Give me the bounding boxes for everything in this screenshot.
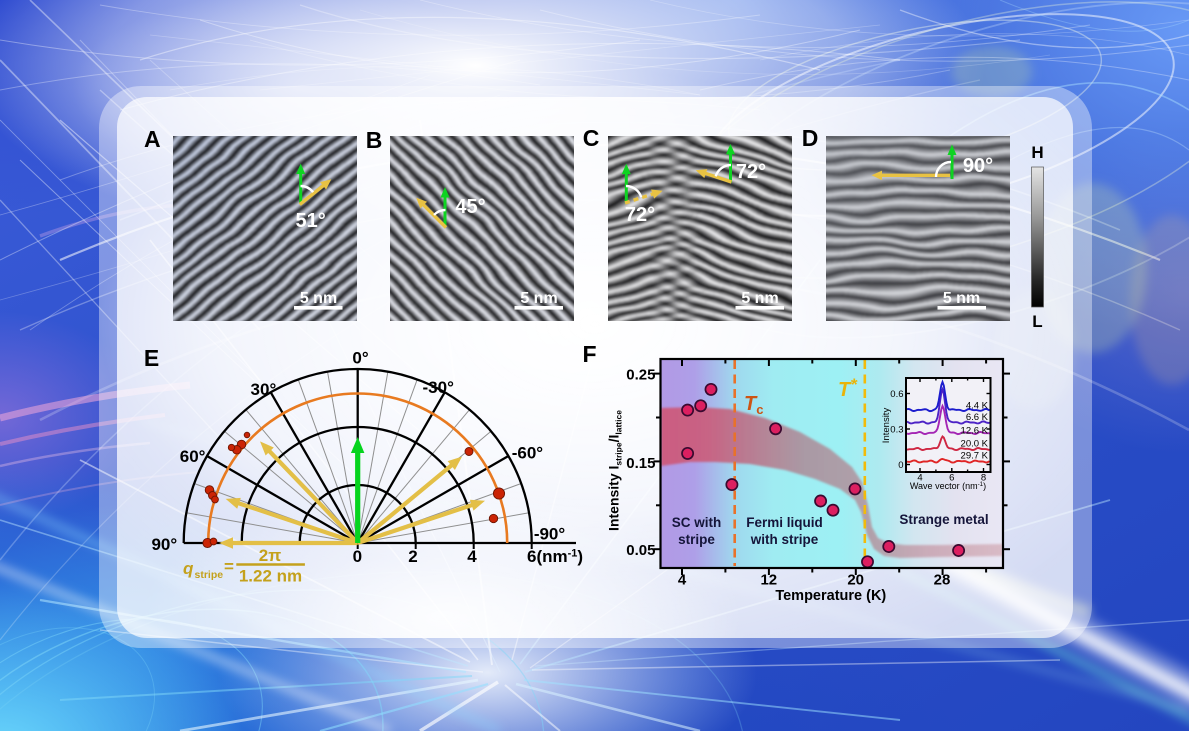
svg-text:4.4 K: 4.4 K <box>966 401 989 412</box>
svg-text:L: L <box>1032 312 1042 331</box>
svg-text:Temperature (K): Temperature (K) <box>775 588 886 604</box>
svg-text:0.3: 0.3 <box>890 425 903 436</box>
svg-text:28: 28 <box>934 571 951 588</box>
svg-text:4: 4 <box>467 547 477 566</box>
svg-text:4: 4 <box>917 473 922 484</box>
svg-text:90°: 90° <box>963 155 993 177</box>
svg-text:-30°: -30° <box>423 378 455 397</box>
svg-text:0.25: 0.25 <box>626 366 655 383</box>
svg-text:2π: 2π <box>259 546 281 565</box>
svg-text:E: E <box>144 345 159 371</box>
svg-text:stripe: stripe <box>195 569 224 581</box>
svg-text:A: A <box>144 126 161 152</box>
svg-text:5 nm: 5 nm <box>300 290 337 307</box>
svg-text:H: H <box>1031 143 1043 162</box>
svg-text:stripe: stripe <box>678 532 715 547</box>
svg-text:Fermi liquid: Fermi liquid <box>746 515 823 530</box>
svg-text:20.0 K: 20.0 K <box>961 439 989 450</box>
svg-text:5 nm: 5 nm <box>741 290 778 307</box>
svg-text:Intensity Istripe/Ilattice: Intensity Istripe/Ilattice <box>606 410 624 531</box>
svg-text:72°: 72° <box>736 161 766 183</box>
svg-text:=: = <box>224 557 234 576</box>
svg-text:Wave vector (nm-1): Wave vector (nm-1) <box>910 481 986 491</box>
svg-text:5 nm: 5 nm <box>943 290 980 307</box>
svg-text:-90°: -90° <box>534 525 566 544</box>
svg-text:29.7 K: 29.7 K <box>961 451 989 462</box>
svg-text:0: 0 <box>353 547 362 566</box>
svg-text:q: q <box>183 559 194 578</box>
svg-text:6: 6 <box>949 473 954 484</box>
svg-text:4: 4 <box>678 571 687 588</box>
svg-text:Strange metal: Strange metal <box>899 512 988 527</box>
svg-text:12.6 K: 12.6 K <box>961 426 989 437</box>
svg-text:B: B <box>366 127 383 153</box>
svg-text:90°: 90° <box>151 535 177 554</box>
svg-text:51°: 51° <box>295 210 325 232</box>
svg-text:20: 20 <box>847 571 864 588</box>
svg-text:6(nm-1): 6(nm-1) <box>527 547 583 566</box>
svg-text:with stripe: with stripe <box>750 532 819 547</box>
svg-text:-60°: -60° <box>512 443 544 462</box>
svg-text:72°: 72° <box>625 204 655 226</box>
svg-text:0.05: 0.05 <box>626 542 655 559</box>
svg-text:F: F <box>582 341 596 367</box>
svg-text:6.6 K: 6.6 K <box>966 412 989 423</box>
svg-text:0.6: 0.6 <box>890 389 903 400</box>
svg-text:0: 0 <box>898 460 903 471</box>
svg-text:0°: 0° <box>352 349 368 368</box>
svg-text:45°: 45° <box>455 196 485 218</box>
svg-text:60°: 60° <box>180 447 206 466</box>
svg-text:Intensity: Intensity <box>881 408 892 444</box>
svg-text:30°: 30° <box>251 380 277 399</box>
svg-text:2: 2 <box>408 547 417 566</box>
svg-text:1.22 nm: 1.22 nm <box>239 567 302 586</box>
svg-text:SC with: SC with <box>672 515 722 530</box>
svg-text:0.15: 0.15 <box>626 455 655 472</box>
svg-text:12: 12 <box>760 571 777 588</box>
svg-text:5 nm: 5 nm <box>520 290 557 307</box>
svg-text:C: C <box>583 125 600 151</box>
svg-text:8: 8 <box>981 473 986 484</box>
svg-text:D: D <box>802 125 819 151</box>
